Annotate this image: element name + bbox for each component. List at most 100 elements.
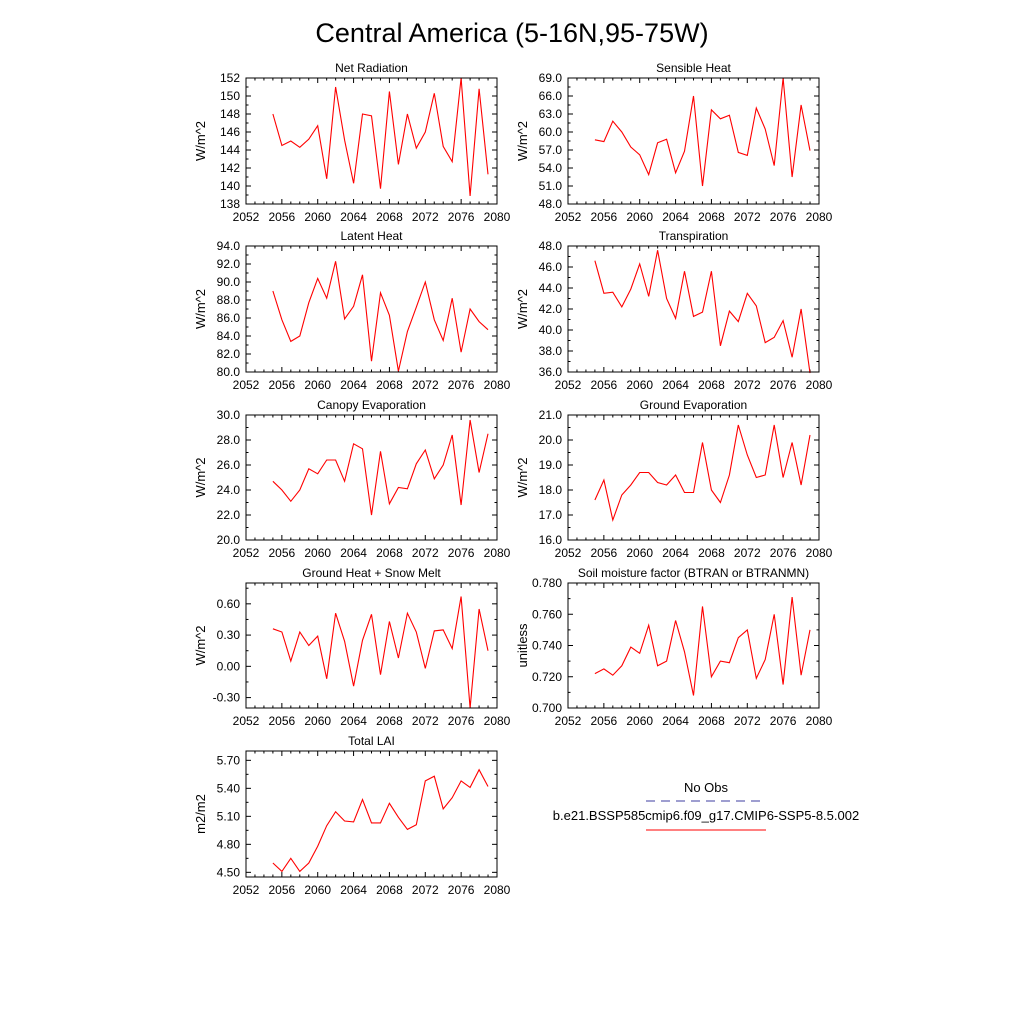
x-tick-label: 2052: [233, 210, 260, 224]
x-tick-label: 2052: [555, 210, 582, 224]
y-tick-label: 21.0: [539, 408, 563, 422]
y-tick-label: 144: [220, 143, 240, 157]
y-tick-label: 0.30: [217, 628, 241, 642]
y-tick-label: 44.0: [539, 281, 563, 295]
x-tick-label: 2072: [734, 378, 761, 392]
x-tick-label: 2080: [484, 546, 511, 560]
x-tick-label: 2056: [591, 210, 618, 224]
x-tick-label: 2072: [734, 714, 761, 728]
x-tick-label: 2080: [484, 883, 511, 897]
x-tick-label: 2056: [269, 714, 296, 728]
legend: No Obs b.e21.BSSP585cmip6.f09_g17.CMIP6-…: [553, 780, 859, 831]
y-axis-label: m2/m2: [193, 794, 208, 834]
panel-title: Canopy Evaporation: [317, 398, 426, 412]
y-tick-label: 84.0: [217, 329, 241, 343]
x-tick-label: 2064: [340, 210, 367, 224]
plot-frame: [567, 414, 820, 541]
series-line: [272, 261, 489, 372]
y-tick-label: 5.70: [217, 753, 241, 767]
y-tick-label: 146: [220, 125, 240, 139]
x-tick-label: 2064: [662, 546, 689, 560]
legend-entry-label-0: No Obs: [684, 780, 729, 795]
x-tick-label: 2072: [412, 546, 439, 560]
y-tick-label: 94.0: [217, 239, 241, 253]
y-tick-label: 51.0: [539, 179, 563, 193]
y-tick-label: 82.0: [217, 347, 241, 361]
y-tick-label: 20.0: [217, 533, 241, 547]
y-tick-label: 138: [220, 197, 240, 211]
x-tick-label: 2060: [626, 210, 653, 224]
panel-6: Ground Heat + Snow Melt W/m^2 2052 2056 2060…: [193, 566, 511, 728]
x-tick-label: 2052: [555, 546, 582, 560]
y-tick-label: 0.780: [532, 576, 562, 590]
x-tick-label: 2060: [304, 883, 331, 897]
x-tick-label: 2060: [626, 714, 653, 728]
plot-frame: [245, 750, 498, 878]
x-tick-label: 2060: [304, 546, 331, 560]
y-tick-label: 18.0: [539, 483, 563, 497]
y-tick-label: 4.80: [217, 837, 241, 851]
panel-3: Transpiration W/m^2 2052 2056 2060 2064 2068 20…: [515, 229, 833, 392]
panel-0: Net Radiation W/m^2 2052 2056 2060 2064 2068 20…: [193, 61, 511, 224]
y-axis-label: W/m^2: [193, 121, 208, 161]
y-tick-label: 4.50: [217, 865, 241, 879]
y-tick-label: 0.740: [532, 639, 562, 653]
x-tick-label: 2052: [233, 546, 260, 560]
y-tick-label: 90.0: [217, 275, 241, 289]
y-axis-label: W/m^2: [193, 625, 208, 665]
x-tick-label: 2064: [662, 378, 689, 392]
x-tick-label: 2052: [555, 714, 582, 728]
panel-2: Latent Heat W/m^2 2052 2056 2060 2064 2068 2072…: [193, 229, 511, 392]
panel-1: Sensible Heat W/m^2 2052 2056 2060 2064 2068 20…: [515, 61, 833, 224]
x-tick-label: 2060: [304, 378, 331, 392]
y-tick-label: 63.0: [539, 107, 563, 121]
plot-frame: [567, 582, 820, 709]
plot-frame: [245, 245, 498, 373]
x-tick-label: 2076: [448, 714, 475, 728]
x-tick-label: 2080: [484, 714, 511, 728]
panel-7: Soil moisture factor (BTRAN or BTRANMN) u…: [515, 566, 833, 728]
y-tick-label: 0.00: [217, 659, 241, 673]
y-tick-label: 0.700: [532, 701, 562, 715]
x-tick-label: 2080: [484, 210, 511, 224]
y-tick-label: 30.0: [217, 408, 241, 422]
x-tick-label: 2064: [340, 714, 367, 728]
y-tick-label: 86.0: [217, 311, 241, 325]
x-tick-label: 2060: [626, 546, 653, 560]
y-tick-label: 92.0: [217, 257, 241, 271]
panel-4: Canopy Evaporation W/m^2 2052 2056 2060 2064 2…: [193, 398, 511, 560]
x-tick-label: 2052: [555, 378, 582, 392]
y-tick-label: 40.0: [539, 323, 563, 337]
x-tick-label: 2052: [233, 714, 260, 728]
y-tick-label: 148: [220, 107, 240, 121]
x-tick-label: 2068: [698, 714, 725, 728]
y-tick-label: 5.40: [217, 781, 241, 795]
y-tick-label: 66.0: [539, 89, 563, 103]
y-tick-label: 5.10: [217, 809, 241, 823]
y-tick-label: 24.0: [217, 483, 241, 497]
y-tick-label: 140: [220, 179, 240, 193]
x-tick-label: 2056: [269, 210, 296, 224]
plot-frame: [245, 582, 498, 709]
y-tick-label: 28.0: [217, 433, 241, 447]
series-line: [594, 77, 811, 187]
x-tick-label: 2076: [448, 546, 475, 560]
y-tick-label: 57.0: [539, 143, 563, 157]
y-tick-label: 19.0: [539, 458, 563, 472]
x-tick-label: 2056: [591, 378, 618, 392]
panel-title: Latent Heat: [340, 229, 403, 243]
x-tick-label: 2056: [269, 883, 296, 897]
x-tick-label: 2076: [448, 883, 475, 897]
x-tick-label: 2056: [591, 714, 618, 728]
x-tick-label: 2064: [662, 210, 689, 224]
x-tick-label: 2068: [376, 714, 403, 728]
x-tick-label: 2072: [412, 378, 439, 392]
x-tick-label: 2076: [770, 714, 797, 728]
y-axis-label: W/m^2: [515, 457, 530, 497]
plot-frame: [245, 414, 498, 541]
y-axis-label: W/m^2: [515, 289, 530, 329]
plot-frame: [567, 245, 820, 373]
panels: Net Radiation W/m^2 2052 2056 2060 2064 2068 20…: [193, 61, 833, 897]
series-line: [594, 250, 811, 374]
